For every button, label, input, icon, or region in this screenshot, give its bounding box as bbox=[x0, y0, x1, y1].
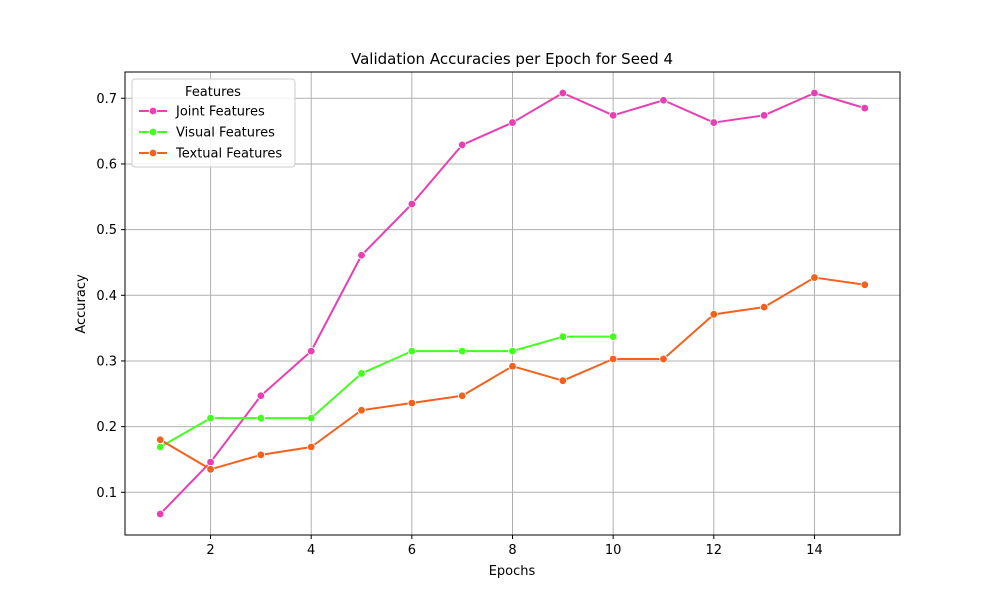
series-line bbox=[159, 335, 614, 448]
series-textual-features bbox=[156, 273, 869, 474]
data-point bbox=[407, 199, 417, 209]
data-point bbox=[307, 346, 316, 356]
series-joint-features bbox=[156, 88, 869, 519]
data-point bbox=[810, 88, 819, 98]
data-point bbox=[407, 346, 417, 356]
x-tick-label: 6 bbox=[408, 543, 416, 558]
x-axis-ticks: 2 4 6 8 10 12 14 bbox=[206, 535, 823, 558]
data-point bbox=[709, 118, 718, 127]
legend-box bbox=[131, 78, 296, 168]
data-point bbox=[860, 103, 869, 113]
data-point bbox=[357, 251, 366, 260]
data-point bbox=[357, 406, 366, 415]
data-point bbox=[608, 354, 618, 364]
y-axis-ticks: 0.1 0.2 0.3 0.4 0.5 0.6 0.7 bbox=[96, 92, 125, 501]
x-tick-label: 12 bbox=[706, 543, 723, 558]
data-point bbox=[608, 111, 618, 120]
series-layer bbox=[156, 88, 869, 519]
legend-swatch-marker bbox=[148, 148, 158, 158]
y-tick-label: 0.3 bbox=[96, 354, 117, 369]
data-point bbox=[256, 413, 266, 423]
data-point bbox=[457, 140, 467, 150]
x-tick-label: 8 bbox=[508, 543, 516, 558]
data-point bbox=[860, 280, 869, 289]
legend-label: Joint Features bbox=[175, 105, 265, 120]
data-point bbox=[407, 398, 417, 408]
legend-item: Visual Features bbox=[139, 126, 275, 141]
data-point bbox=[307, 413, 316, 423]
x-axis-label: Epochs bbox=[489, 564, 536, 579]
x-tick-label: 4 bbox=[307, 543, 315, 558]
data-point bbox=[659, 96, 668, 105]
data-point bbox=[508, 362, 517, 371]
data-point bbox=[256, 450, 266, 460]
data-point bbox=[558, 332, 568, 341]
legend-label: Visual Features bbox=[176, 126, 275, 141]
y-tick-label: 0.2 bbox=[96, 420, 117, 435]
legend: Features Joint Features Visual Features Te… bbox=[131, 78, 296, 168]
data-point bbox=[206, 413, 215, 423]
data-point bbox=[558, 376, 568, 385]
data-point bbox=[759, 111, 769, 120]
legend-swatch-marker bbox=[148, 127, 158, 137]
legend-title: Features bbox=[185, 85, 241, 100]
legend-item: Joint Features bbox=[139, 105, 265, 120]
data-point bbox=[457, 346, 467, 356]
y-tick-label: 0.7 bbox=[96, 92, 117, 107]
chart-title: Validation Accuracies per Epoch for Seed… bbox=[351, 50, 673, 68]
data-point bbox=[759, 302, 769, 312]
data-point bbox=[558, 88, 568, 98]
data-point bbox=[709, 310, 718, 319]
x-tick-label: 2 bbox=[206, 543, 214, 558]
data-point bbox=[357, 369, 366, 378]
y-tick-label: 0.6 bbox=[96, 157, 117, 172]
series-visual-features bbox=[156, 332, 618, 452]
x-tick-label: 14 bbox=[806, 543, 823, 558]
data-point bbox=[256, 391, 266, 400]
data-point bbox=[508, 118, 517, 127]
x-tick-label: 10 bbox=[605, 543, 622, 558]
data-point bbox=[457, 391, 467, 400]
data-point bbox=[307, 442, 316, 452]
data-point bbox=[508, 346, 517, 356]
y-tick-label: 0.1 bbox=[96, 486, 117, 501]
legend-swatch-marker bbox=[148, 106, 158, 116]
data-point bbox=[156, 435, 165, 444]
y-axis-label: Accuracy bbox=[74, 274, 89, 334]
legend-label: Textual Features bbox=[175, 147, 282, 162]
data-point bbox=[659, 354, 668, 364]
y-tick-label: 0.4 bbox=[96, 289, 117, 304]
legend-items: Joint Features Visual Features Textual Fea… bbox=[139, 105, 282, 162]
legend-item: Textual Features bbox=[139, 147, 282, 162]
data-point bbox=[206, 457, 215, 467]
data-point bbox=[156, 509, 165, 519]
data-point bbox=[206, 465, 215, 474]
data-point bbox=[608, 332, 618, 341]
data-point bbox=[156, 442, 165, 452]
data-point bbox=[810, 273, 819, 282]
y-tick-label: 0.5 bbox=[96, 223, 117, 238]
